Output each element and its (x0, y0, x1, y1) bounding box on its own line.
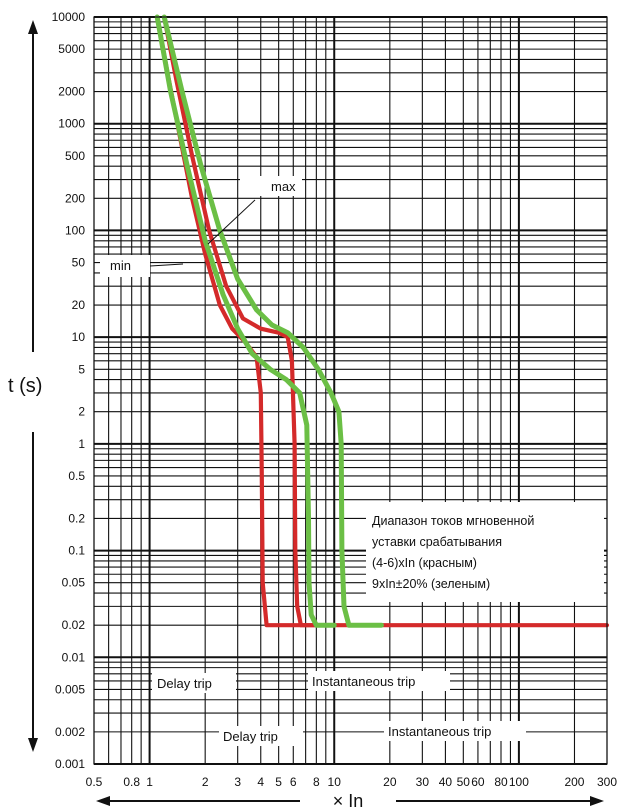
y-tick-label: 0.2 (68, 511, 85, 525)
min-pointer-line (149, 263, 184, 267)
y-tick-label: 5000 (58, 42, 85, 56)
trip-curve-2 (162, 14, 337, 628)
x-tick-label: 30 (416, 775, 430, 789)
trip-curve-3 (154, 14, 337, 628)
x-tick-label: 4 (257, 775, 264, 789)
x-tick-labels: 0.5 0.8 1 2 3 4 5 6 8 10 20 30 40 50 60 80 100 200 300 (86, 775, 618, 789)
x-tick-label: 50 (457, 775, 471, 789)
instantaneous-trip-label-lower: Instantaneous trip (384, 721, 526, 741)
x-axis-arrow (96, 796, 604, 806)
y-tick-label: 0.002 (55, 725, 85, 739)
svg-text:min: min (110, 258, 131, 273)
curves (154, 14, 610, 628)
y-tick-labels: 0.001 0.002 0.005 0.01 0.02 0.05 0.1 0.2 0.5 1 2 5 1… (52, 10, 86, 771)
y-tick-label: 200 (65, 191, 85, 205)
x-tick-label: 40 (439, 775, 453, 789)
x-tick-label: 80 (494, 775, 508, 789)
x-tick-label: 0.8 (123, 775, 140, 789)
x-tick-label: 20 (383, 775, 397, 789)
trip-curve-4 (161, 14, 384, 628)
x-axis-label: × In (333, 791, 364, 811)
svg-text:Instantaneous trip: Instantaneous trip (388, 724, 491, 739)
y-tick-label: 1 (78, 437, 85, 451)
y-axis-arrow (28, 20, 38, 752)
instant-range-note: Диапазон токов мгновенной уставки срабат… (366, 502, 604, 602)
y-tick-label: 5 (78, 362, 85, 376)
x-tick-label: 6 (290, 775, 297, 789)
svg-text:Delay trip: Delay trip (223, 729, 278, 744)
x-tick-label: 2 (202, 775, 209, 789)
max-label: max (240, 176, 302, 196)
delay-trip-label-upper: Delay trip (152, 673, 236, 693)
x-tick-label: 100 (509, 775, 529, 789)
y-tick-label: 10000 (52, 10, 86, 24)
x-tick-label: 10 (328, 775, 342, 789)
grid (93, 16, 608, 765)
y-tick-label: 100 (65, 223, 85, 237)
delay-trip-label-lower: Delay trip (219, 726, 303, 746)
x-tick-label: 0.5 (86, 775, 103, 789)
y-tick-label: 0.05 (62, 576, 86, 590)
y-tick-label: 10 (72, 330, 86, 344)
svg-text:Delay trip: Delay trip (157, 676, 212, 691)
svg-text:Instantaneous trip: Instantaneous trip (312, 674, 415, 689)
x-tick-label: 8 (313, 775, 320, 789)
svg-text:9xIn±20% (зеленым): 9xIn±20% (зеленым) (372, 577, 490, 591)
svg-text:Диапазон токов мгновенной: Диапазон токов мгновенной (372, 514, 534, 528)
x-tick-label: 1 (146, 775, 153, 789)
svg-text:(4-6)xIn (красным): (4-6)xIn (красным) (372, 556, 477, 570)
max-pointer-line (207, 199, 256, 245)
x-tick-label: 3 (234, 775, 241, 789)
y-tick-label: 50 (72, 256, 86, 270)
y-tick-label: 0.1 (68, 544, 85, 558)
y-tick-label: 2 (78, 405, 85, 419)
y-tick-label: 2000 (58, 85, 85, 99)
y-tick-label: 20 (72, 298, 86, 312)
svg-text:max: max (271, 179, 296, 194)
instantaneous-trip-label-upper: Instantaneous trip (308, 671, 450, 691)
x-tick-label: 300 (597, 775, 617, 789)
plot-frame (93, 16, 608, 765)
y-tick-label: 0.02 (62, 618, 86, 632)
x-tick-label: 60 (471, 775, 485, 789)
y-tick-label: 0.5 (68, 469, 85, 483)
y-tick-label: 0.001 (55, 757, 85, 771)
y-tick-label: 1000 (58, 117, 85, 131)
y-tick-label: 0.005 (55, 682, 85, 696)
min-label: min (100, 255, 150, 277)
x-tick-label: 5 (275, 775, 282, 789)
y-axis-label: t (s) (8, 375, 42, 397)
svg-text:уставки срабатывания: уставки срабатывания (372, 535, 502, 549)
y-tick-label: 500 (65, 149, 85, 163)
x-tick-label: 200 (564, 775, 584, 789)
y-tick-label: 0.01 (62, 650, 86, 664)
